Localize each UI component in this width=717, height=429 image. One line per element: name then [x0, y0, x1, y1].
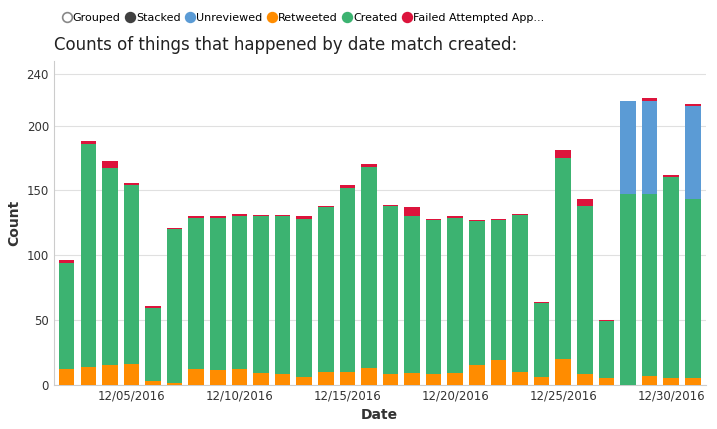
Text: Counts of things that happened by date match created:: Counts of things that happened by date m…: [54, 36, 517, 54]
Bar: [447, 216, 463, 218]
Bar: [275, 215, 290, 216]
Bar: [490, 219, 506, 220]
Bar: [642, 101, 657, 194]
Bar: [253, 215, 269, 216]
Bar: [123, 364, 139, 385]
Bar: [447, 373, 463, 385]
Bar: [296, 216, 312, 219]
Bar: [275, 374, 290, 385]
Bar: [447, 218, 463, 373]
Bar: [556, 150, 571, 158]
Bar: [599, 321, 614, 378]
Bar: [642, 194, 657, 375]
Bar: [253, 216, 269, 373]
Bar: [512, 372, 528, 385]
Bar: [534, 302, 549, 303]
Bar: [404, 207, 420, 216]
Bar: [577, 374, 592, 385]
Bar: [59, 260, 75, 263]
Bar: [663, 175, 679, 178]
Bar: [361, 167, 376, 368]
Bar: [404, 216, 420, 373]
Bar: [685, 378, 701, 385]
Bar: [642, 98, 657, 101]
Bar: [146, 305, 161, 308]
Bar: [146, 381, 161, 385]
Bar: [189, 216, 204, 218]
Y-axis label: Count: Count: [7, 199, 21, 246]
Bar: [123, 185, 139, 364]
Bar: [512, 214, 528, 215]
Legend: Grouped, Stacked, Unreviewed, Retweeted, Created, Failed Attempted App...: Grouped, Stacked, Unreviewed, Retweeted,…: [60, 8, 549, 27]
Bar: [426, 219, 442, 220]
Bar: [340, 185, 355, 188]
Bar: [620, 101, 636, 194]
Bar: [167, 384, 182, 385]
Bar: [123, 183, 139, 185]
Bar: [383, 206, 398, 374]
Bar: [383, 205, 398, 206]
Bar: [232, 369, 247, 385]
Bar: [210, 218, 226, 370]
Bar: [404, 373, 420, 385]
Bar: [340, 188, 355, 372]
Bar: [296, 377, 312, 385]
Bar: [599, 320, 614, 321]
Bar: [469, 221, 485, 365]
Bar: [556, 158, 571, 359]
Bar: [80, 141, 96, 144]
Bar: [167, 228, 182, 229]
Bar: [556, 359, 571, 385]
Bar: [189, 369, 204, 385]
Bar: [102, 160, 118, 168]
Bar: [642, 375, 657, 385]
Bar: [210, 370, 226, 385]
Bar: [663, 378, 679, 385]
Bar: [318, 206, 333, 207]
Bar: [469, 365, 485, 385]
Bar: [577, 206, 592, 374]
X-axis label: Date: Date: [361, 408, 398, 422]
Bar: [59, 263, 75, 369]
Bar: [275, 216, 290, 374]
Bar: [620, 194, 636, 385]
Bar: [383, 374, 398, 385]
Bar: [232, 214, 247, 216]
Bar: [80, 144, 96, 366]
Bar: [663, 178, 679, 378]
Bar: [469, 220, 485, 221]
Bar: [59, 369, 75, 385]
Bar: [512, 215, 528, 372]
Bar: [102, 168, 118, 365]
Bar: [361, 368, 376, 385]
Bar: [189, 218, 204, 369]
Bar: [318, 372, 333, 385]
Bar: [490, 360, 506, 385]
Bar: [80, 366, 96, 385]
Bar: [361, 164, 376, 167]
Bar: [685, 199, 701, 378]
Bar: [296, 219, 312, 377]
Bar: [426, 220, 442, 374]
Bar: [685, 103, 701, 106]
Bar: [167, 229, 182, 384]
Bar: [577, 199, 592, 206]
Bar: [253, 373, 269, 385]
Bar: [146, 308, 161, 381]
Bar: [426, 374, 442, 385]
Bar: [534, 303, 549, 377]
Bar: [490, 220, 506, 360]
Bar: [102, 365, 118, 385]
Bar: [210, 216, 226, 218]
Bar: [685, 106, 701, 199]
Bar: [232, 216, 247, 369]
Bar: [599, 378, 614, 385]
Bar: [340, 372, 355, 385]
Bar: [318, 207, 333, 372]
Bar: [534, 377, 549, 385]
